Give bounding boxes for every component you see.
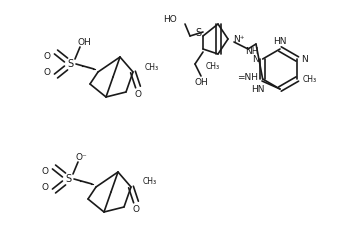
Text: =NH: =NH — [237, 72, 258, 81]
Text: O⁻: O⁻ — [76, 152, 88, 162]
Text: O: O — [43, 67, 50, 76]
Text: O: O — [43, 51, 50, 60]
Text: CH₃: CH₃ — [206, 61, 220, 71]
Text: S: S — [65, 174, 71, 184]
Text: N: N — [252, 54, 259, 64]
Text: O: O — [41, 183, 48, 191]
Text: OH: OH — [78, 38, 92, 47]
Text: HN: HN — [273, 37, 287, 45]
Text: O: O — [41, 167, 48, 175]
Text: N⁺: N⁺ — [233, 34, 245, 43]
Text: NH: NH — [245, 47, 259, 55]
Text: CH₃: CH₃ — [302, 75, 316, 83]
Text: HN: HN — [251, 85, 265, 93]
Text: HO: HO — [163, 15, 177, 23]
Text: O: O — [135, 89, 142, 98]
Text: S: S — [67, 59, 73, 69]
Text: CH₃: CH₃ — [143, 178, 157, 186]
Text: N: N — [301, 54, 308, 64]
Text: S: S — [195, 28, 201, 38]
Text: OH: OH — [194, 77, 208, 87]
Text: CH₃: CH₃ — [145, 63, 159, 71]
Text: O: O — [132, 205, 140, 213]
